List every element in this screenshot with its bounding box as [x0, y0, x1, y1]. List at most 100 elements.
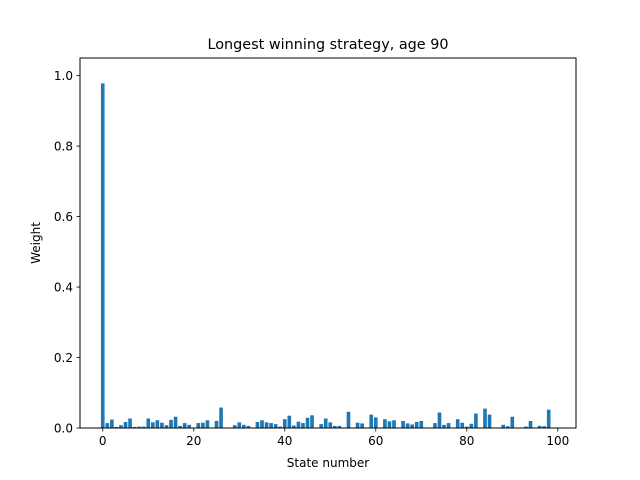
bar-state-50 [328, 422, 333, 428]
bar-state-68 [410, 424, 414, 428]
bar-state-41 [287, 415, 292, 428]
bar-state-80 [464, 426, 469, 428]
bar-state-59 [369, 414, 374, 428]
bar-state-0 [100, 83, 105, 429]
bar-state-60 [373, 417, 378, 428]
y-tick-label: 0.4 [54, 281, 73, 295]
bar-state-9 [141, 426, 146, 428]
bar-state-25 [214, 420, 219, 428]
bar-state-75 [442, 424, 446, 428]
bar-state-7 [132, 426, 137, 428]
bar-state-37 [269, 423, 273, 428]
bar-state-45 [305, 417, 310, 428]
bar-state-31 [242, 424, 246, 428]
bar-state-97 [542, 426, 546, 428]
bar-state-54 [346, 411, 351, 428]
bar-state-38 [273, 424, 278, 428]
bar-state-66 [401, 420, 405, 428]
bar-state-8 [137, 426, 141, 428]
bar-state-64 [392, 420, 396, 428]
bar-state-14 [164, 425, 169, 428]
bar-state-46 [310, 415, 314, 428]
bar-state-73 [433, 423, 437, 428]
bar-state-52 [337, 425, 342, 428]
y-axis-label: Weight [29, 222, 43, 264]
bar-state-5 [123, 422, 128, 428]
x-tick-label: 0 [99, 434, 107, 448]
bar-state-30 [237, 422, 242, 428]
bar-state-43 [296, 421, 301, 428]
bar-state-26 [219, 407, 223, 428]
bar-state-10 [146, 418, 151, 428]
bar-state-74 [437, 412, 442, 428]
bar-state-98 [546, 409, 551, 428]
bar-state-76 [446, 423, 451, 428]
y-tick-label: 0.2 [54, 351, 73, 365]
bar-state-2 [110, 419, 114, 428]
bar-state-62 [383, 419, 387, 428]
bar-state-17 [178, 425, 182, 428]
bar-state-36 [264, 422, 269, 428]
bars-group [100, 83, 551, 429]
bar-state-85 [487, 414, 492, 428]
x-tick-label: 80 [459, 434, 474, 448]
bar-state-67 [405, 423, 410, 428]
bar-state-44 [301, 423, 305, 428]
bar-state-51 [333, 425, 337, 428]
bar-state-12 [155, 420, 160, 428]
bar-state-48 [319, 424, 323, 428]
bar-state-81 [469, 423, 474, 428]
y-tick-label: 0.8 [54, 140, 73, 154]
bar-state-57 [360, 423, 364, 428]
bar-state-78 [455, 419, 460, 428]
bar-state-96 [537, 425, 542, 428]
bar-state-88 [501, 424, 506, 428]
bar-state-34 [255, 422, 260, 428]
bar-state-18 [182, 423, 187, 428]
bar-state-94 [528, 420, 533, 428]
bar-state-56 [355, 422, 360, 428]
bar-state-90 [510, 416, 515, 428]
bar-state-70 [419, 420, 424, 428]
bar-state-49 [323, 418, 328, 428]
bar-state-3 [114, 426, 119, 428]
bar-state-4 [119, 425, 123, 428]
bar-state-84 [483, 408, 487, 428]
bar-state-40 [282, 419, 287, 428]
bar-state-69 [414, 422, 419, 428]
bar-state-22 [201, 422, 205, 428]
bar-state-21 [196, 423, 201, 428]
x-axis-ticks: 0 20 40 60 80 100 [99, 428, 569, 448]
bar-state-79 [460, 422, 465, 428]
bar-state-89 [505, 426, 510, 428]
bar-state-63 [387, 421, 392, 428]
bar-state-42 [292, 425, 296, 428]
bar-state-39 [278, 426, 283, 428]
y-tick-label: 1.0 [54, 69, 73, 83]
bar-state-23 [205, 420, 210, 428]
plot-frame [79, 57, 577, 429]
bar-state-6 [128, 418, 132, 428]
y-tick-label: 0.0 [54, 422, 73, 436]
bar-state-15 [169, 419, 173, 428]
chart-title: Longest winning strategy, age 90 [207, 37, 448, 53]
bar-state-82 [474, 413, 478, 428]
bar-state-29 [232, 425, 237, 428]
y-tick-label: 0.6 [54, 210, 73, 224]
bar-state-32 [246, 425, 251, 428]
bar-state-35 [260, 420, 264, 428]
bar-state-1 [105, 423, 110, 428]
bar-state-11 [150, 422, 155, 428]
bar-state-19 [187, 424, 192, 428]
bar-state-13 [160, 422, 164, 428]
x-tick-label: 40 [277, 434, 292, 448]
x-tick-label: 100 [546, 434, 569, 448]
bar-state-16 [173, 416, 178, 428]
x-axis-label: State number [287, 456, 369, 470]
x-tick-label: 20 [186, 434, 201, 448]
y-axis-ticks: 0.0 0.2 0.4 0.6 0.8 1.0 [54, 69, 80, 436]
x-tick-label: 60 [368, 434, 383, 448]
bar-state-93 [524, 426, 528, 428]
